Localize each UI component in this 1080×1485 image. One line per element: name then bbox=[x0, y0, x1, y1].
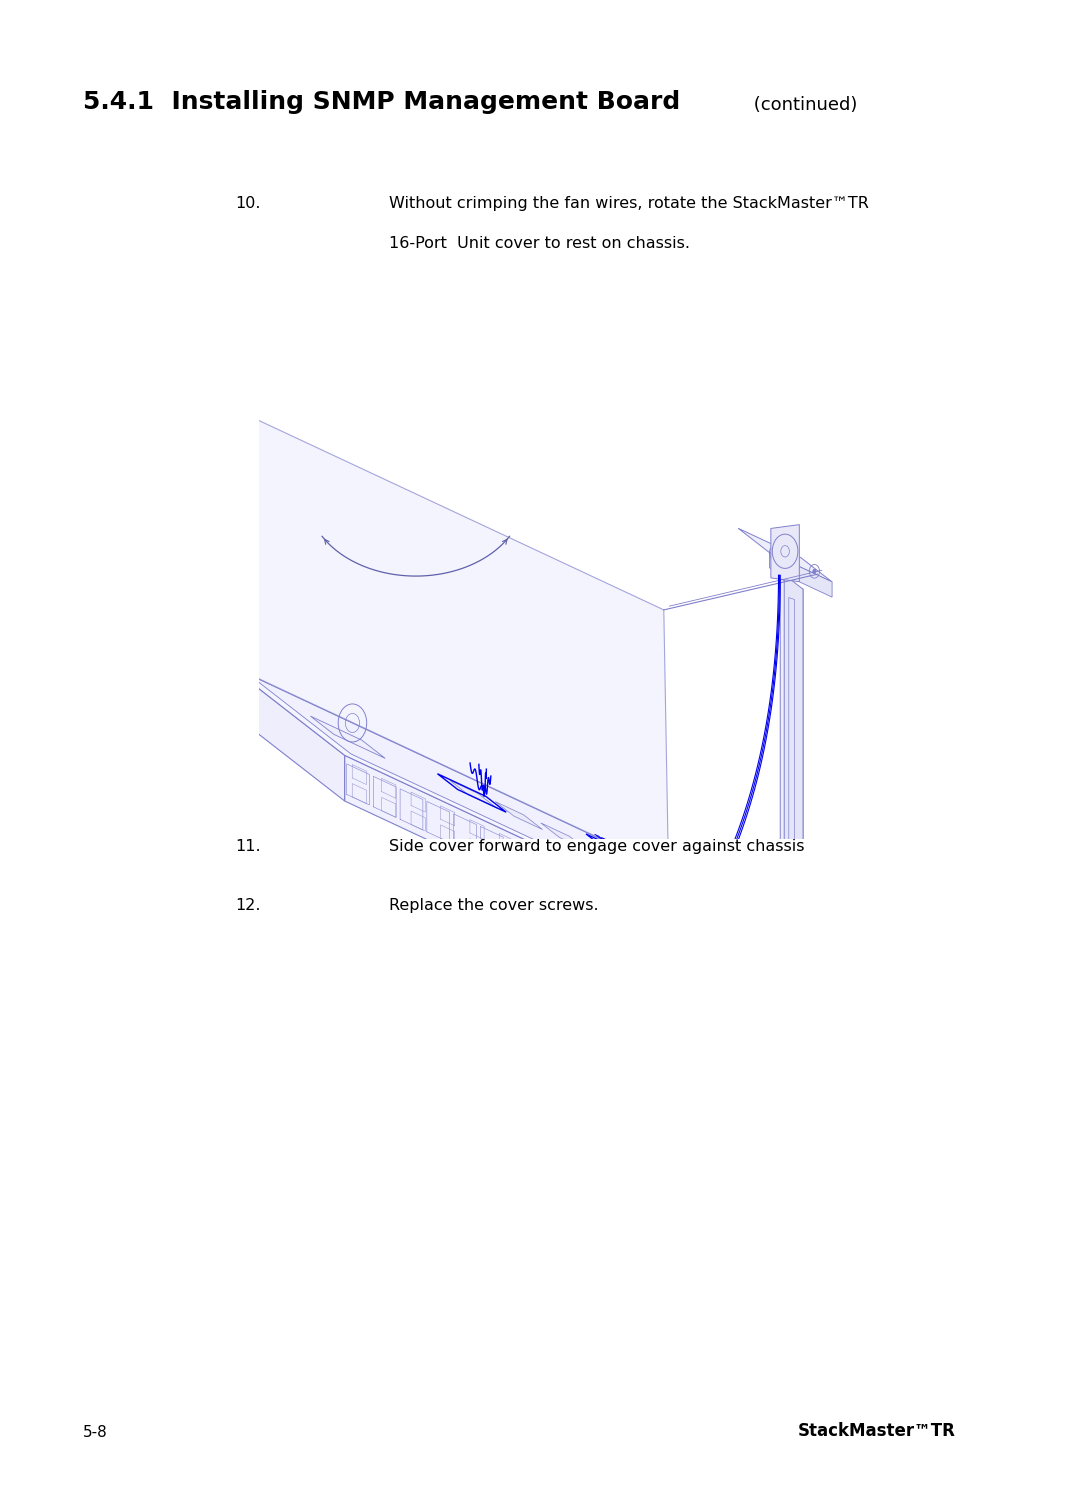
Polygon shape bbox=[780, 579, 804, 970]
Polygon shape bbox=[771, 524, 799, 582]
Text: 5.4.1  Installing SNMP Management Board: 5.4.1 Installing SNMP Management Board bbox=[83, 91, 680, 114]
Text: Replace the cover screws.: Replace the cover screws. bbox=[389, 898, 598, 913]
Circle shape bbox=[598, 857, 613, 876]
Text: 12.: 12. bbox=[235, 898, 261, 913]
Text: 5-8: 5-8 bbox=[83, 1426, 108, 1440]
Circle shape bbox=[656, 884, 670, 903]
Polygon shape bbox=[449, 780, 497, 808]
Text: Without crimping the fan wires, rotate the StackMaster™TR: Without crimping the fan wires, rotate t… bbox=[389, 196, 868, 211]
Polygon shape bbox=[602, 838, 610, 843]
Text: (continued): (continued) bbox=[748, 97, 858, 114]
Polygon shape bbox=[608, 841, 617, 846]
Polygon shape bbox=[840, 970, 852, 1040]
Polygon shape bbox=[642, 855, 650, 861]
Polygon shape bbox=[345, 756, 786, 1007]
Circle shape bbox=[627, 870, 642, 890]
Polygon shape bbox=[496, 802, 542, 830]
Polygon shape bbox=[586, 835, 726, 916]
Text: 10.: 10. bbox=[235, 196, 261, 211]
Polygon shape bbox=[615, 843, 623, 849]
Polygon shape bbox=[227, 664, 345, 800]
Polygon shape bbox=[738, 529, 832, 582]
Polygon shape bbox=[784, 575, 804, 970]
Polygon shape bbox=[586, 843, 634, 872]
Polygon shape bbox=[818, 1011, 852, 1040]
Polygon shape bbox=[249, 674, 764, 947]
Text: 11.: 11. bbox=[235, 839, 261, 854]
Polygon shape bbox=[627, 849, 637, 855]
Polygon shape bbox=[310, 716, 386, 759]
Polygon shape bbox=[769, 552, 832, 597]
Circle shape bbox=[813, 569, 816, 573]
Polygon shape bbox=[541, 823, 588, 851]
Text: StackMaster™TR: StackMaster™TR bbox=[798, 1423, 956, 1440]
Text: 16-Port  Unit cover to rest on chassis.: 16-Port Unit cover to rest on chassis. bbox=[389, 236, 690, 251]
Circle shape bbox=[773, 551, 777, 555]
Text: Side cover forward to engage cover against chassis: Side cover forward to engage cover again… bbox=[389, 839, 805, 854]
Polygon shape bbox=[227, 664, 786, 962]
Polygon shape bbox=[632, 866, 679, 894]
Polygon shape bbox=[222, 404, 669, 870]
Polygon shape bbox=[621, 846, 631, 852]
Polygon shape bbox=[594, 835, 604, 839]
Polygon shape bbox=[635, 852, 644, 858]
